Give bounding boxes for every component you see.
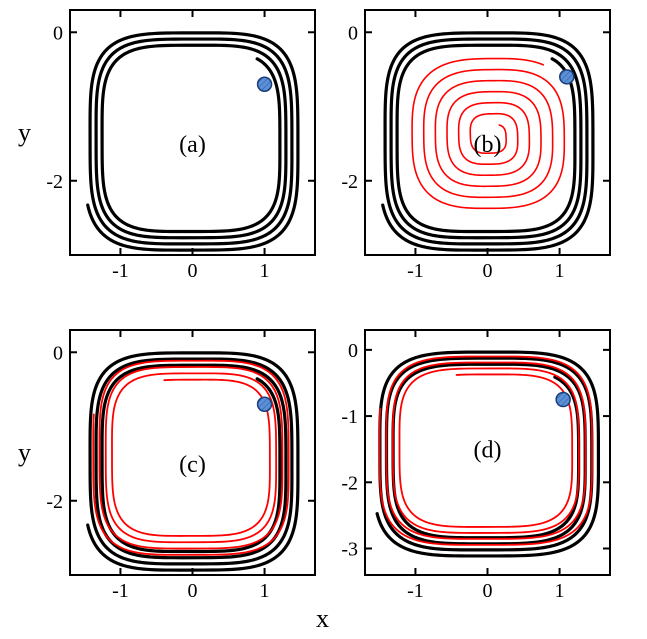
- xtick-label: 0: [188, 580, 198, 602]
- figure: y y x -101-20(a)-101-20(b)-101-20(c)-101…: [0, 0, 647, 639]
- ytick-label: 0: [53, 22, 63, 44]
- marker-point: [556, 393, 570, 407]
- panel-label: (b): [474, 132, 502, 158]
- panel-a: -101-20(a): [70, 10, 315, 255]
- panel-label: (d): [474, 438, 502, 464]
- ytick-label: -1: [341, 406, 358, 428]
- marker-point: [258, 77, 272, 91]
- ytick-label: -2: [341, 472, 358, 494]
- xtick-label: -1: [112, 580, 129, 602]
- panel-label: (a): [179, 132, 206, 158]
- ytick-label: -2: [341, 171, 358, 193]
- marker-point: [560, 70, 574, 84]
- xtick-label: 1: [260, 580, 270, 602]
- xtick-label: -1: [112, 260, 129, 282]
- xtick-label: -1: [407, 580, 424, 602]
- marker-point: [258, 397, 272, 411]
- xtick-label: 0: [483, 580, 493, 602]
- panel-b: -101-20(b): [365, 10, 610, 255]
- ytick-label: -2: [46, 171, 63, 193]
- x-axis-label: x: [316, 604, 329, 634]
- panel-label: (c): [179, 452, 206, 478]
- xtick-label: 0: [188, 260, 198, 282]
- ytick-label: -2: [46, 491, 63, 513]
- xtick-label: 1: [260, 260, 270, 282]
- ytick-label: 0: [53, 342, 63, 364]
- xtick-label: -1: [407, 260, 424, 282]
- xtick-label: 1: [555, 580, 565, 602]
- ytick-label: -3: [341, 539, 358, 561]
- xtick-label: 1: [555, 260, 565, 282]
- panel-c: -101-20(c): [70, 330, 315, 575]
- y-axis-label-bottom: y: [18, 438, 31, 468]
- y-axis-label-top: y: [18, 118, 31, 148]
- xtick-label: 0: [483, 260, 493, 282]
- panel-d: -101-3-2-10(d): [365, 330, 610, 575]
- ytick-label: 0: [348, 340, 358, 362]
- ytick-label: 0: [348, 22, 358, 44]
